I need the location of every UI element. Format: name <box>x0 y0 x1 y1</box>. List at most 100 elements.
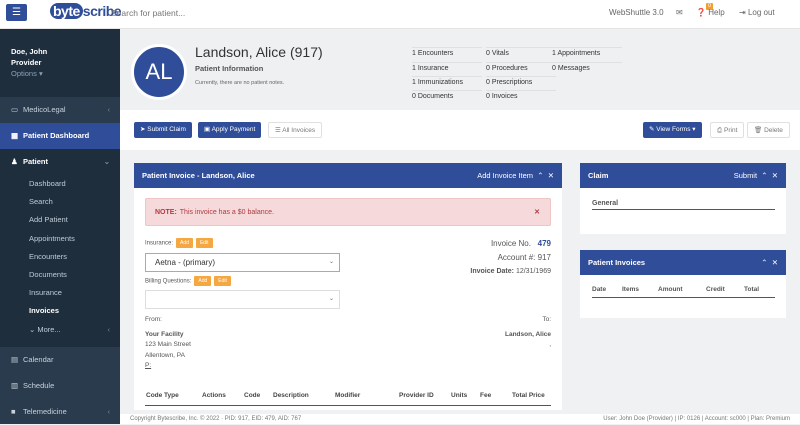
patient-search-input[interactable] <box>111 8 311 18</box>
edit-billing-button[interactable]: Edit <box>214 276 231 286</box>
collapse-icon[interactable]: ⌃ <box>761 171 768 180</box>
stat-procedures[interactable]: 0 Procedures <box>486 62 556 72</box>
billing-questions-select[interactable]: ⌄ <box>145 290 340 309</box>
sidebar-item-medicolegal[interactable]: ▭ MedicoLegal ‹ <box>0 97 120 123</box>
all-invoices-button[interactable]: ☰ All Invoices <box>268 122 323 138</box>
stat-insurance[interactable]: 1 Insurance <box>412 62 482 72</box>
sidebar-item-patient[interactable]: ♟ Patient ⌄ <box>0 149 120 175</box>
button-label: Print <box>724 127 738 134</box>
submenu-encounters[interactable]: Encounters <box>29 251 67 261</box>
submenu-documents[interactable]: Documents <box>29 269 67 279</box>
column-header: Provider ID <box>399 392 434 399</box>
chevron-down-icon: ⌄ <box>29 324 38 334</box>
sidebar-label: Telemedicine <box>23 406 67 416</box>
close-icon[interactable]: ✕ <box>771 258 778 267</box>
sidebar-item-telemedicine[interactable]: ■ Telemedicine ‹ <box>0 399 120 425</box>
close-icon[interactable]: ✕ <box>534 209 540 216</box>
copyright-text: Copyright Bytescribe, Inc. © 2022 · PID:… <box>130 416 302 422</box>
panel-title: Patient Invoice - Landson, Alice <box>142 171 255 180</box>
date-value: 12/31/1969 <box>515 268 551 275</box>
claim-tab-general[interactable]: General <box>592 200 775 210</box>
collapse-icon[interactable]: ⌃ <box>537 171 544 180</box>
help-label: Help <box>708 8 725 17</box>
date-label: Invoice Date: <box>470 268 514 275</box>
submit-claim-link[interactable]: Submit <box>733 171 758 180</box>
submenu-search[interactable]: Search <box>29 197 53 207</box>
close-icon[interactable]: ✕ <box>547 171 554 180</box>
chevron-down-icon: ⌄ <box>103 157 110 166</box>
version-label: WebShuttle 3.0 <box>609 8 664 17</box>
column-header: Modifier <box>335 392 361 399</box>
patient-invoices-panel: Patient Invoices ⌃ ✕ Date Items Amount C… <box>580 250 786 318</box>
submit-claim-button[interactable]: ➤ Submit Claim <box>134 122 192 138</box>
sidebar-item-patient-dashboard[interactable]: ▦ Patient Dashboard <box>0 123 120 149</box>
submenu-add-patient[interactable]: Add Patient <box>29 215 68 225</box>
edit-insurance-button[interactable]: Edit <box>195 238 213 248</box>
column-header: Amount <box>658 286 683 293</box>
patient-submenu: ♟ Patient ⌄ Dashboard Search Add Patient A… <box>0 149 120 347</box>
stat-vitals[interactable]: 0 Vitals <box>486 47 556 57</box>
button-label: All Invoices <box>282 127 316 134</box>
alert-text: This invoice has a $0 balance. <box>179 209 274 216</box>
submenu-dashboard[interactable]: Dashboard <box>29 179 66 188</box>
from-label: From: <box>145 316 162 323</box>
select-value: Aetna - (primary) <box>155 258 216 267</box>
panel-title: Patient Invoices <box>588 258 646 267</box>
user-icon: ♟ <box>11 157 18 166</box>
column-header: Total Price <box>512 392 545 399</box>
to-address: To: Landson, Alice , <box>505 315 551 351</box>
help-link[interactable]: ❓ Help <box>696 8 725 17</box>
logo[interactable]: byte scribe <box>50 3 122 19</box>
panel-header: Patient Invoice - Landson, Alice Add Inv… <box>134 163 562 188</box>
stat-encounters[interactable]: 1 Encounters <box>412 47 482 57</box>
stat-immunizations[interactable]: 1 Immunizations <box>412 76 482 86</box>
print-button[interactable]: ⎙ Print <box>710 122 745 138</box>
column-header: Code Type <box>146 392 179 399</box>
menu-toggle-button[interactable]: ☰ <box>6 4 27 21</box>
sidebar: Doe, John Provider Options ▾ ▭ MedicoLega… <box>0 29 120 424</box>
patient-invoice-panel: Patient Invoice - Landson, Alice Add Inv… <box>134 163 562 410</box>
add-billing-button[interactable]: Add <box>194 276 212 286</box>
chevron-left-icon: ‹ <box>107 406 111 416</box>
submenu-appointments[interactable]: Appointments <box>29 233 75 243</box>
schedule-icon: ▥ <box>11 380 19 390</box>
logout-icon: ⇥ <box>739 8 748 17</box>
to-name: Landson, Alice <box>505 330 551 338</box>
column-header: Actions <box>202 392 226 399</box>
add-insurance-button[interactable]: Add <box>176 238 193 248</box>
add-invoice-item-button[interactable]: Add Invoice Item <box>477 171 534 180</box>
column-header: Total <box>744 286 760 293</box>
options-dropdown[interactable]: Options ▾ <box>11 69 43 78</box>
submenu-more[interactable]: ⌄ More... ‹ <box>0 321 120 339</box>
sidebar-item-calendar[interactable]: ▤ Calendar <box>0 347 120 373</box>
delete-button[interactable]: 🗑 Delete <box>747 122 790 138</box>
send-icon: ➤ <box>140 126 148 133</box>
collapse-icon[interactable]: ⌃ <box>761 258 768 267</box>
invoices-table-header: Date Items Amount Credit Total <box>592 286 775 298</box>
footer: Copyright Bytescribe, Inc. © 2022 · PID:… <box>120 414 800 424</box>
trash-icon: 🗑 <box>754 127 765 134</box>
invoice-no-value: 479 <box>537 239 551 248</box>
mail-icon[interactable]: ✉ <box>676 8 683 17</box>
insurance-label: Insurance: <box>145 240 174 247</box>
stat-messages[interactable]: 0 Messages <box>552 62 622 72</box>
to-label: To: <box>542 316 551 323</box>
patient-name: Landson, Alice (917) <box>195 44 323 60</box>
submenu-invoices[interactable]: Invoices <box>29 306 60 316</box>
stat-documents[interactable]: 0 Documents <box>412 90 482 100</box>
panel-header: Patient Invoices ⌃ ✕ <box>580 250 786 275</box>
close-icon[interactable]: ✕ <box>771 171 778 180</box>
view-forms-button[interactable]: ✎ View Forms ▾ <box>643 122 702 138</box>
help-icon: ❓ <box>696 8 709 17</box>
apply-payment-button[interactable]: ▣ Apply Payment <box>198 122 262 138</box>
insurance-select[interactable]: Aetna - (primary) ⌄ <box>145 253 340 272</box>
stat-invoices[interactable]: 0 Invoices <box>486 90 556 100</box>
sidebar-label: MedicoLegal <box>23 105 66 114</box>
submenu-insurance[interactable]: Insurance <box>29 288 62 298</box>
logout-link[interactable]: ⇥ Log out <box>739 8 775 17</box>
stat-appointments[interactable]: 1 Appointments <box>552 47 622 57</box>
sidebar-item-schedule[interactable]: ▥ Schedule <box>0 373 120 399</box>
id-card-icon: ▭ <box>11 105 19 114</box>
stat-prescriptions[interactable]: 0 Prescriptions <box>486 76 556 86</box>
